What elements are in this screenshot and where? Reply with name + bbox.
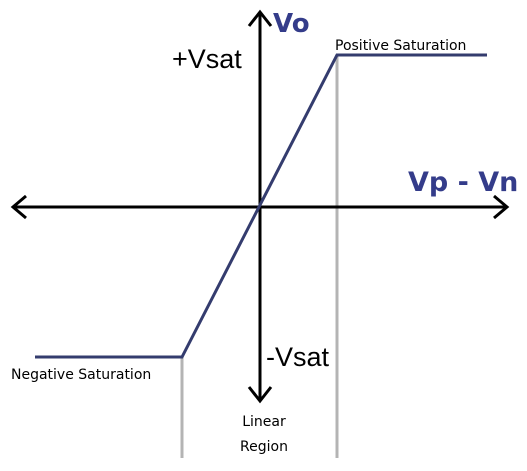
transfer-curve bbox=[35, 53, 487, 359]
x-axis-right-arrowhead bbox=[493, 194, 510, 220]
linear-region-label-line2: Region bbox=[240, 439, 288, 455]
y-axis-bottom-arrowhead bbox=[247, 386, 273, 404]
positive-saturation-label: Positive Saturation bbox=[335, 38, 466, 54]
x-axis-left-arrowhead bbox=[10, 194, 27, 220]
y-axis-title: Vo bbox=[273, 9, 310, 39]
y-axis-top-arrowhead bbox=[247, 9, 273, 27]
linear-region-label-line1: Linear bbox=[242, 414, 286, 430]
x-axis-title: Vp - Vn bbox=[408, 167, 518, 198]
negative-vsat-label: -Vsat bbox=[266, 342, 330, 372]
negative-saturation-label: Negative Saturation bbox=[11, 367, 151, 383]
positive-vsat-label: +Vsat bbox=[172, 44, 242, 74]
